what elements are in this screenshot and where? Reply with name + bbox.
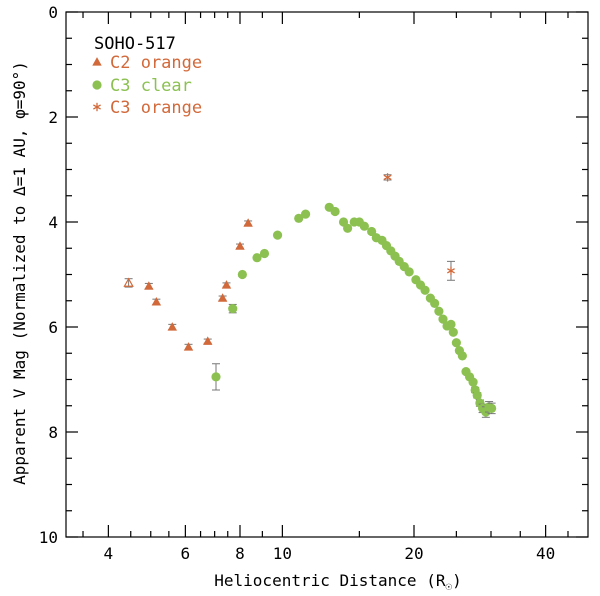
data-point [221, 280, 232, 289]
data-point [203, 336, 213, 345]
data-point [183, 342, 194, 351]
data-points [123, 173, 497, 418]
data-point [448, 327, 458, 337]
data-point [235, 241, 245, 250]
data-point [252, 253, 262, 263]
data-point [457, 351, 467, 361]
y-tick-label: 4 [48, 213, 58, 232]
data-point [123, 277, 134, 287]
data-point [383, 173, 392, 182]
x-axis-label-main: Heliocentric Distance (R [214, 571, 446, 590]
data-point [367, 226, 377, 237]
legend-entry: C3 clear [110, 76, 192, 96]
series-c3-clear [211, 202, 497, 418]
data-point [211, 372, 221, 382]
data-point [237, 269, 247, 280]
data-point [487, 403, 497, 413]
data-point [438, 314, 448, 324]
legend-marker-triangle [92, 57, 102, 66]
data-point [434, 306, 444, 316]
data-point [472, 390, 482, 400]
y-axis-label: Apparent V Mag (Normalized to Δ=1 AU, φ=… [10, 61, 29, 485]
data-point [343, 223, 353, 233]
data-point [447, 266, 455, 276]
data-point [468, 377, 478, 387]
data-point [430, 298, 440, 308]
data-point [144, 281, 154, 290]
x-tick-label: 10 [273, 544, 292, 563]
y-tick-label: 10 [39, 528, 58, 547]
series-c2-orange [123, 218, 253, 351]
legend-marker-circle [92, 80, 102, 90]
data-point [359, 221, 369, 231]
x-tick-label: 40 [536, 544, 555, 563]
data-point [167, 322, 177, 331]
x-tick-label: 6 [181, 544, 191, 563]
data-point [259, 248, 270, 259]
data-point [243, 218, 253, 227]
legend-title: SOHO-517 [94, 34, 176, 54]
x-tick-label: 20 [404, 544, 423, 563]
x-axis-label-sun-symbol: ☉ [445, 580, 452, 593]
data-point [217, 293, 228, 302]
data-point [330, 206, 340, 217]
legend-entry: C3 orange [110, 98, 202, 118]
data-point [151, 296, 162, 306]
legend-marker-asterisk [93, 102, 101, 112]
y-tick-label: 2 [48, 108, 58, 127]
data-point [446, 319, 456, 329]
data-point [228, 304, 238, 314]
axis-tick-labels: 4 6 8 10 20 40 0 2 4 6 8 10 [39, 3, 556, 563]
data-point [451, 338, 461, 348]
data-point [300, 209, 311, 219]
legend-entry: C2 orange [110, 53, 202, 73]
y-tick-label: 0 [48, 3, 58, 22]
x-axis-label-close: ) [452, 571, 462, 590]
data-point [404, 267, 414, 277]
x-tick-label: 8 [235, 544, 245, 563]
data-point [294, 213, 304, 223]
x-tick-label: 4 [104, 544, 114, 563]
series-c3-orange [383, 173, 455, 281]
data-point [420, 285, 430, 295]
data-point [272, 230, 283, 240]
axis-ticks [66, 11, 588, 538]
x-axis-label: Heliocentric Distance (R☉) [214, 571, 461, 593]
y-tick-label: 8 [48, 423, 58, 442]
y-tick-label: 6 [48, 318, 58, 337]
